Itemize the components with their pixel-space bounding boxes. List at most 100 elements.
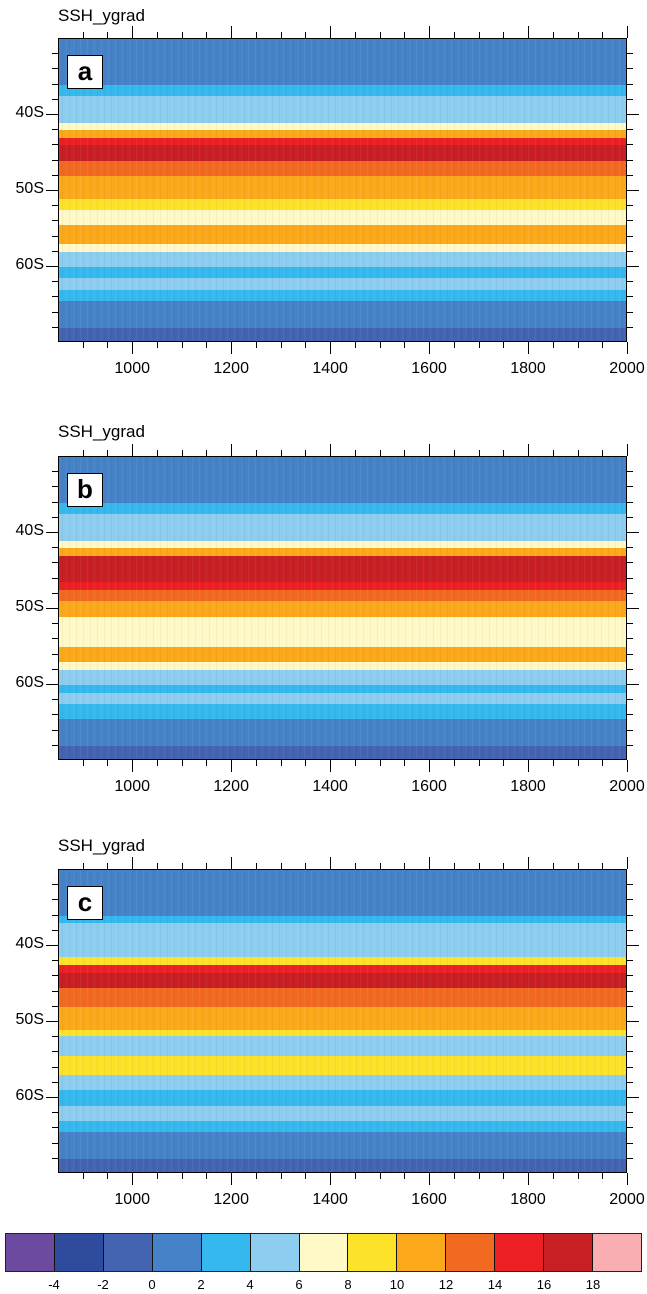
y-minor-tick	[627, 990, 633, 992]
y-minor-tick	[627, 975, 633, 977]
y-minor-tick	[52, 990, 58, 992]
x-minor-tick	[82, 32, 84, 38]
x-minor-tick	[404, 760, 406, 766]
y-minor-tick	[627, 1066, 633, 1068]
contour-band	[59, 582, 626, 591]
y-minor-tick	[627, 235, 633, 237]
y-minor-tick	[627, 1036, 633, 1038]
x-major-tick	[627, 857, 628, 869]
y-minor-tick	[52, 250, 58, 252]
x-minor-tick	[602, 863, 604, 869]
x-minor-tick	[156, 342, 158, 348]
x-minor-tick	[577, 863, 579, 869]
contour-band	[59, 987, 626, 1008]
contour-band	[59, 870, 626, 917]
y-minor-tick	[52, 144, 58, 146]
y-tick-label: 60S	[15, 1087, 44, 1104]
x-minor-tick	[255, 342, 257, 348]
x-minor-tick	[107, 450, 109, 456]
y-minor-tick	[627, 159, 633, 161]
contour-band	[59, 692, 626, 705]
x-major-tick	[132, 26, 134, 38]
contour-band	[59, 1006, 626, 1031]
y-minor-tick	[52, 914, 58, 916]
y-minor-tick	[52, 592, 58, 594]
y-minor-tick	[52, 1051, 58, 1053]
x-major-tick	[330, 342, 332, 354]
y-minor-tick	[52, 899, 58, 901]
y-minor-tick	[627, 220, 633, 222]
x-major-tick	[627, 760, 628, 772]
y-minor-tick	[627, 1051, 633, 1053]
x-major-tick	[330, 1173, 332, 1185]
contour-band	[59, 1090, 626, 1107]
x-tick-label: 1800	[510, 360, 546, 377]
y-minor-tick	[52, 235, 58, 237]
x-major-tick	[627, 444, 628, 456]
x-minor-tick	[107, 32, 109, 38]
y-minor-tick	[627, 250, 633, 252]
colorbar-label: 6	[295, 1277, 303, 1292]
y-minor-tick	[627, 668, 633, 670]
contour-band	[59, 915, 626, 924]
y-major-tick	[627, 945, 639, 946]
contour-band	[59, 122, 626, 131]
x-minor-tick	[354, 863, 356, 869]
y-minor-tick	[627, 547, 633, 549]
panel-title: SSH_ygrad	[58, 422, 145, 441]
y-minor-tick	[52, 486, 58, 488]
y-minor-tick	[627, 929, 633, 931]
y-minor-tick	[52, 471, 58, 473]
contour-band	[59, 685, 626, 694]
colorbar-swatch	[201, 1234, 251, 1271]
contour-band	[59, 1056, 626, 1076]
y-minor-tick	[52, 562, 58, 564]
x-major-tick	[231, 1173, 233, 1185]
colorbar-label: -2	[97, 1277, 109, 1292]
contour-band	[59, 225, 626, 245]
contour-band	[59, 647, 626, 663]
x-minor-tick	[602, 1173, 604, 1179]
colorbar-label: -4	[48, 1277, 60, 1292]
x-minor-tick	[280, 32, 282, 38]
x-minor-tick	[305, 1173, 307, 1179]
x-minor-tick	[255, 32, 257, 38]
x-minor-tick	[577, 1173, 579, 1179]
y-major-tick	[627, 266, 639, 267]
y-minor-tick	[627, 516, 633, 518]
y-minor-tick	[627, 1157, 633, 1159]
x-minor-tick	[602, 32, 604, 38]
contour-band	[59, 502, 626, 515]
colorbar-label: 2	[197, 1277, 205, 1292]
y-minor-tick	[627, 744, 633, 746]
x-major-tick	[132, 1173, 134, 1185]
x-minor-tick	[255, 1173, 257, 1179]
x-minor-tick	[305, 342, 307, 348]
contour-band	[59, 601, 626, 618]
contour-band	[59, 662, 626, 671]
x-minor-tick	[478, 863, 480, 869]
colorbar-swatch	[593, 1234, 641, 1271]
x-major-tick	[231, 26, 233, 38]
y-minor-tick	[627, 699, 633, 701]
y-minor-tick	[52, 1066, 58, 1068]
y-minor-tick	[52, 653, 58, 655]
contour-band	[59, 555, 626, 583]
y-minor-tick	[52, 516, 58, 518]
y-minor-tick	[627, 129, 633, 131]
x-tick-label: 1200	[213, 778, 249, 795]
panel-label: a	[67, 55, 103, 89]
y-minor-tick	[52, 1112, 58, 1114]
y-major-tick	[627, 1097, 639, 1098]
x-tick-label: 1400	[312, 778, 348, 795]
x-minor-tick	[453, 32, 455, 38]
y-tick-label: 60S	[15, 256, 44, 273]
y-tick-label: 60S	[15, 674, 44, 691]
y-minor-tick	[627, 296, 633, 298]
y-minor-tick	[52, 53, 58, 55]
y-minor-tick	[627, 638, 633, 640]
x-minor-tick	[156, 760, 158, 766]
x-major-tick	[330, 857, 332, 869]
y-major-tick	[46, 684, 58, 685]
x-tick-label: 1400	[312, 1191, 348, 1208]
